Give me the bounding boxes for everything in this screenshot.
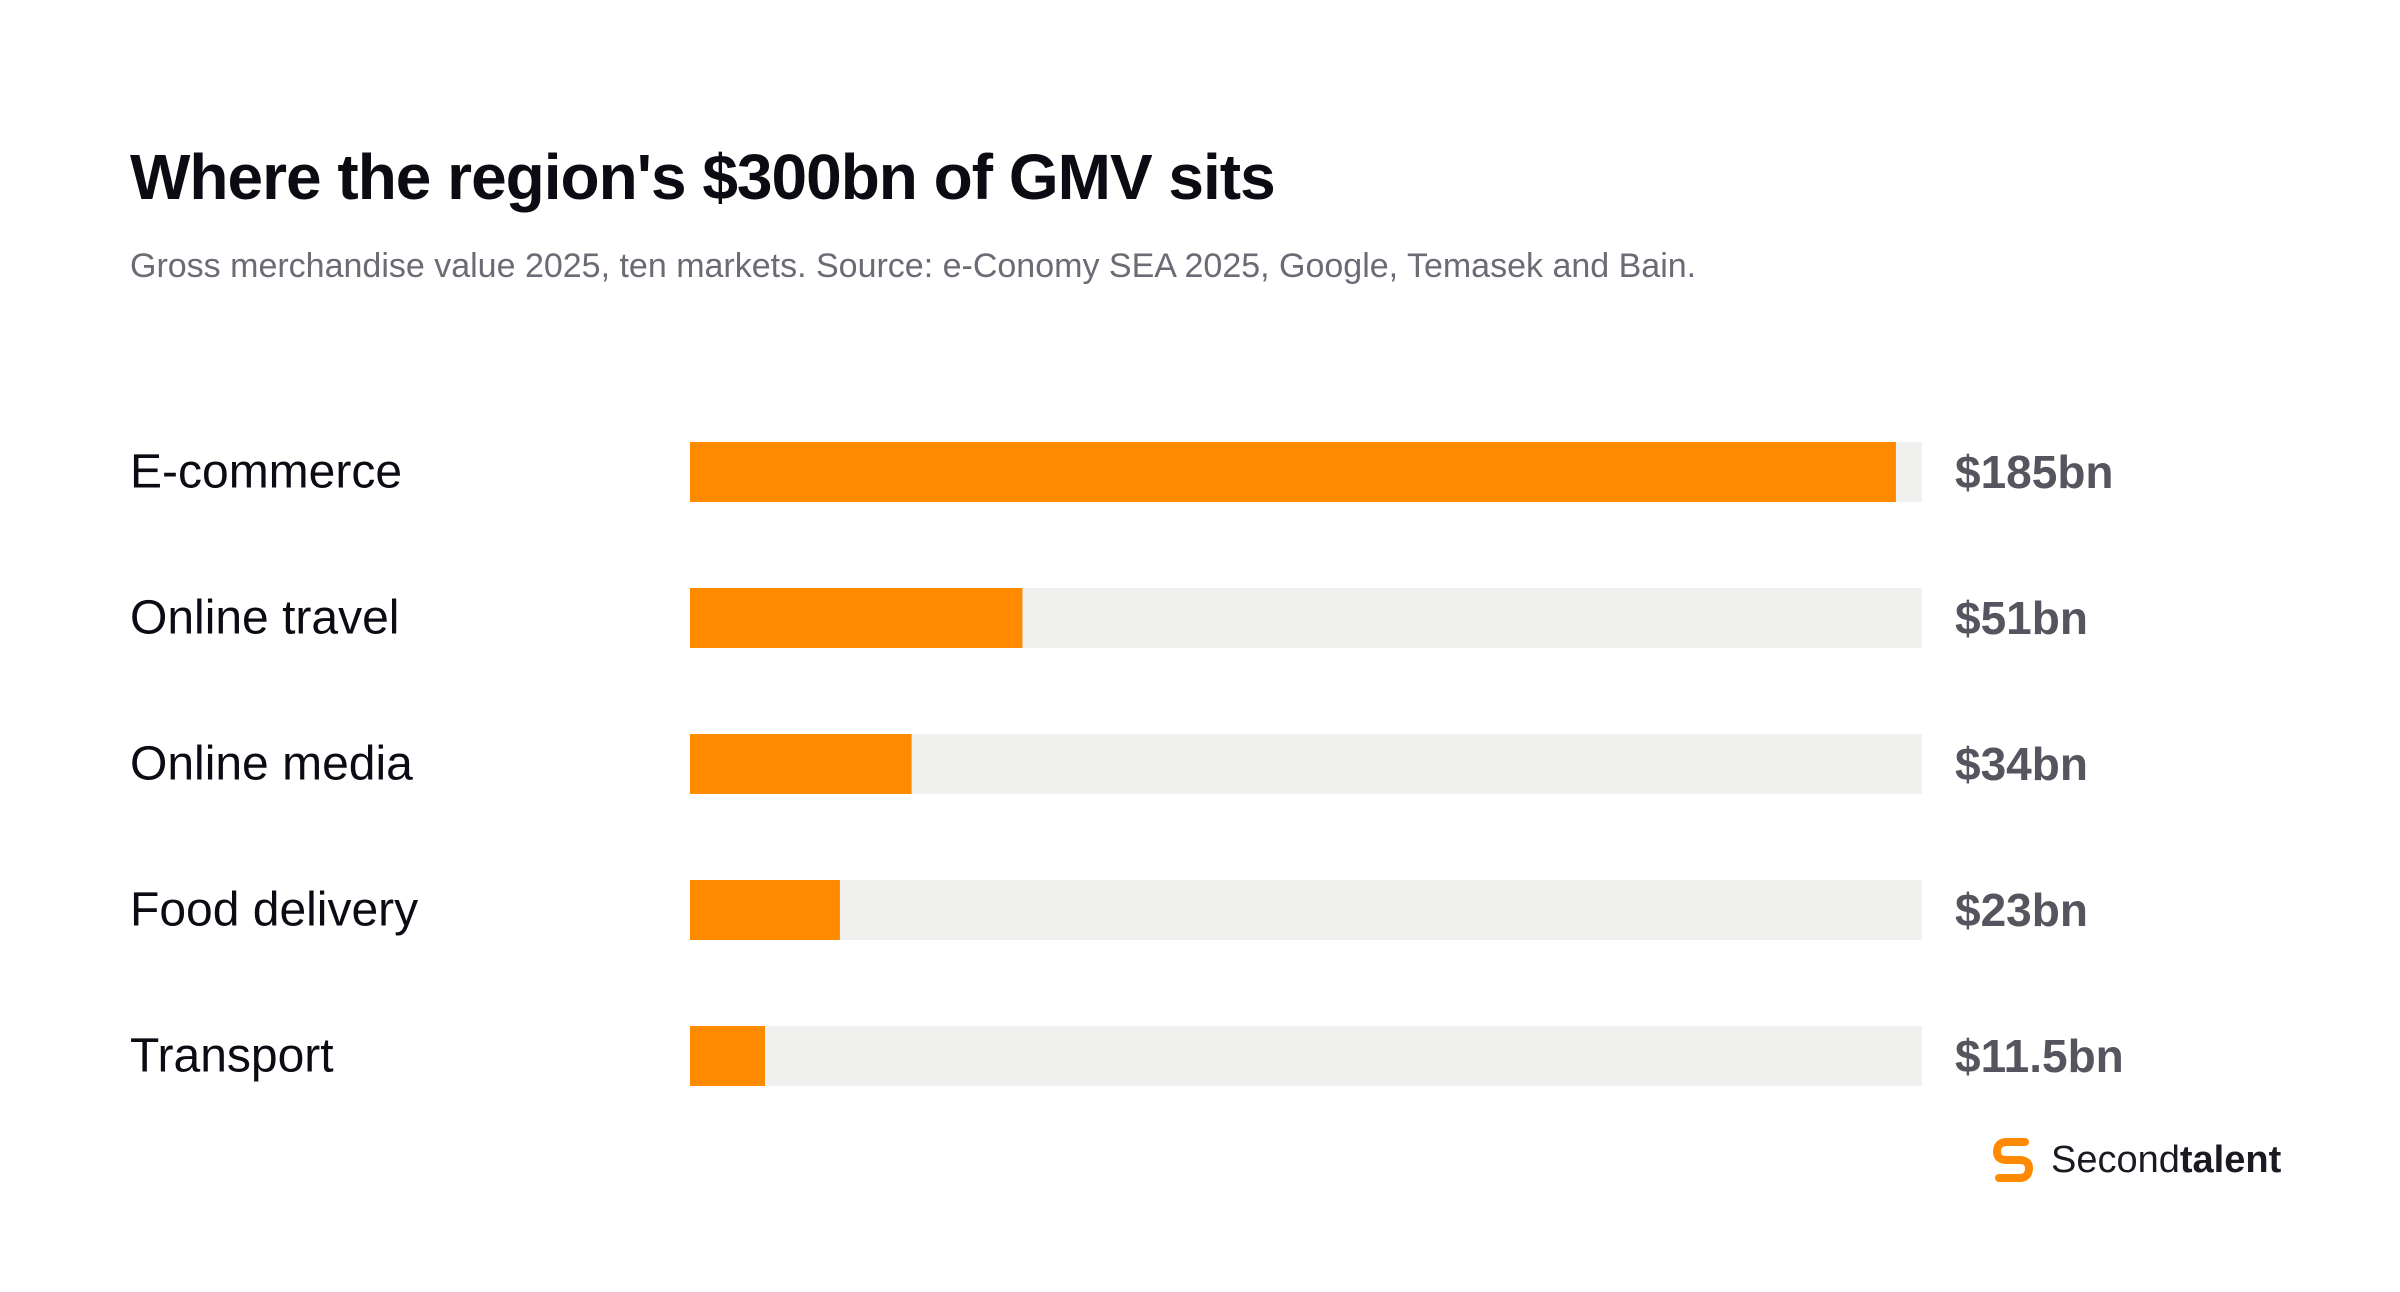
brand-name-bold: talent (2179, 1138, 2282, 1181)
chart-subtitle: Gross merchandise value 2025, ten market… (130, 247, 1697, 285)
value-label-online-travel: $51bn (1955, 592, 2088, 644)
bar-online-travel (690, 588, 1023, 648)
value-label-online-media: $34bn (1955, 738, 2088, 790)
bar-transport (690, 1026, 765, 1086)
brand-name-regular: Second (2051, 1138, 2180, 1181)
bar-track-food-delivery (690, 880, 1922, 940)
category-label-online-media: Online media (130, 738, 413, 791)
brand-name: Secondtalent (2051, 1139, 2281, 1182)
bar-e-commerce (690, 442, 1896, 502)
bar-food-delivery (690, 880, 840, 940)
category-label-e-commerce: E-commerce (130, 446, 402, 499)
chart-title: Where the region's $300bn of GMV sits (130, 141, 1276, 213)
bar-online-media (690, 734, 912, 794)
category-label-transport: Transport (130, 1030, 334, 1083)
secondtalent-logo-icon (1993, 1138, 2033, 1182)
value-label-e-commerce: $185bn (1955, 446, 2114, 498)
category-label-online-travel: Online travel (130, 592, 399, 645)
value-label-food-delivery: $23bn (1955, 884, 2088, 936)
value-label-transport: $11.5bn (1955, 1030, 2124, 1082)
bar-track-transport (690, 1026, 1922, 1086)
category-label-food-delivery: Food delivery (130, 884, 418, 937)
brand-logo: Secondtalent (1985, 1128, 2281, 1192)
